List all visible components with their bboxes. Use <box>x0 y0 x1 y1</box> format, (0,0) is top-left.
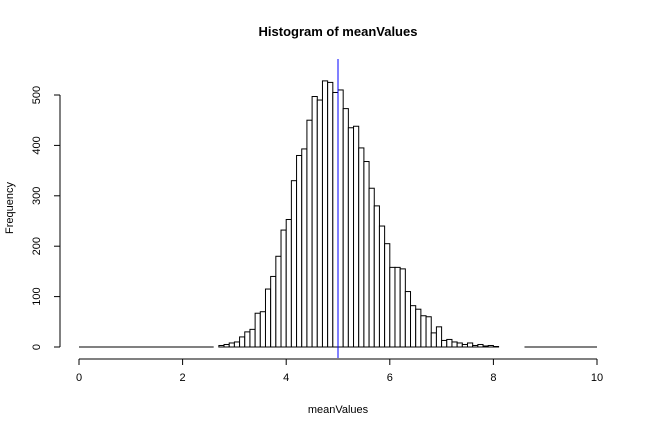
y-tick-label: 500 <box>31 86 43 104</box>
histogram-bar <box>259 311 266 348</box>
histogram-bar <box>233 341 241 348</box>
histogram-bar <box>270 275 277 348</box>
histogram-bar <box>254 312 261 348</box>
histogram-bar <box>378 225 386 348</box>
y-tick-label: 100 <box>31 287 43 305</box>
histogram-bar <box>337 89 344 348</box>
histogram-bar <box>223 343 230 348</box>
histogram-bar <box>363 161 370 348</box>
x-tick-label: 8 <box>490 372 496 384</box>
histogram-bar <box>399 268 406 348</box>
histogram-bar <box>373 205 380 348</box>
histogram-bar <box>492 346 500 348</box>
histogram-bar <box>384 243 391 348</box>
histogram-bar <box>410 305 417 348</box>
x-tick-label: 2 <box>180 372 186 384</box>
histogram-bar <box>264 288 272 348</box>
y-tick-label: 0 <box>31 344 43 350</box>
histogram-bar <box>306 119 313 348</box>
histogram-bar <box>425 316 432 348</box>
histogram-bar <box>327 81 334 348</box>
histogram-bar <box>311 96 318 348</box>
histogram-bar <box>435 326 443 348</box>
histogram-bar <box>218 344 225 348</box>
y-axis: 0 100 200 300 400 500 <box>31 86 61 350</box>
histogram-bar <box>244 331 251 348</box>
histogram-bar <box>456 342 463 348</box>
histogram-bar <box>389 266 396 348</box>
y-axis-label: Frequency <box>4 182 16 234</box>
histogram-bar <box>239 336 246 348</box>
x-axis-label: meanValues <box>308 404 369 416</box>
chart-title: Histogram of meanValues <box>259 24 418 39</box>
histogram-bar <box>461 343 469 348</box>
histogram-bar <box>353 125 360 348</box>
histogram-bar <box>228 342 235 348</box>
histogram-bar <box>249 328 256 348</box>
histogram-bar <box>290 180 298 348</box>
histogram-bar <box>472 344 479 348</box>
histogram-bar <box>321 80 329 348</box>
y-tick-label: 400 <box>31 136 43 154</box>
histogram-bar <box>332 91 339 348</box>
y-tick-label: 300 <box>31 187 43 205</box>
histogram-bar <box>301 148 308 348</box>
histogram-bar <box>316 99 323 348</box>
histogram-bar <box>441 339 448 348</box>
histogram-bar <box>467 342 474 348</box>
histogram-bar <box>394 266 401 348</box>
histogram-bar <box>482 345 489 348</box>
histogram-bar <box>404 291 412 348</box>
histogram-bar <box>358 147 365 348</box>
histogram-bar <box>275 255 282 348</box>
histogram-bar <box>342 108 349 348</box>
x-tick-label: 4 <box>283 372 289 384</box>
histogram-bar <box>368 187 375 348</box>
histogram-bar <box>296 154 303 348</box>
histogram-bar <box>285 218 292 348</box>
x-tick-label: 10 <box>591 372 603 384</box>
histogram-bar <box>477 343 484 348</box>
y-tick-label: 200 <box>31 237 43 255</box>
histogram-bar <box>420 315 427 348</box>
x-tick-label: 0 <box>76 372 82 384</box>
x-axis: 0 2 4 6 8 10 <box>76 358 603 384</box>
histogram-bar <box>415 308 422 348</box>
histogram-bar <box>446 338 453 348</box>
histogram-bar <box>487 344 494 348</box>
histogram-bar <box>430 332 437 348</box>
x-tick-label: 6 <box>387 372 393 384</box>
histogram-bar <box>451 341 458 348</box>
histogram-bar <box>280 229 287 348</box>
histogram-bar <box>347 127 355 348</box>
